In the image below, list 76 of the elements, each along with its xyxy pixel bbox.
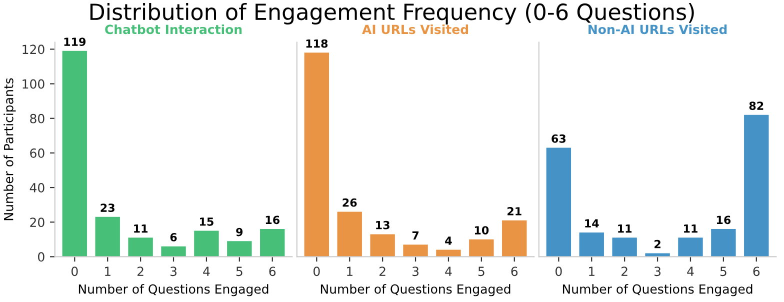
data-label: 23 (100, 204, 114, 212)
data-label: 26 (342, 198, 357, 207)
x-axis-title: Number of Questions Engaged (320, 284, 510, 296)
x-tick-label: 5 (478, 266, 484, 276)
bar (711, 229, 736, 257)
x-tick-label: 0 (314, 266, 320, 276)
chart-title: Non-AI URLs Visited (588, 24, 727, 34)
data-label: 11 (134, 224, 148, 233)
bar (612, 238, 637, 257)
y-tick-label: 20 (30, 218, 44, 228)
x-tick-label: 4 (445, 266, 452, 276)
text: Distribution of Engagement Frequency (0-6 Questions) (90, 3, 694, 25)
bar (403, 244, 428, 257)
y-tick-label: 80 (30, 114, 44, 124)
bar (95, 216, 120, 257)
data-label: 63 (552, 134, 566, 143)
x-tick-label: 3 (654, 266, 661, 276)
x-tick-label: 6 (511, 266, 518, 276)
data-label: 10 (474, 226, 489, 234)
y-tick-label: 100 (22, 79, 44, 89)
data-label: 82 (749, 102, 764, 110)
x-tick-label: 2 (138, 266, 144, 276)
x-tick-label: 4 (687, 266, 694, 276)
x-tick-label: 1 (105, 266, 110, 276)
x-tick-label: 5 (236, 266, 242, 276)
bar (469, 239, 494, 257)
bar (304, 52, 330, 257)
data-label: 4 (445, 236, 452, 245)
chart-title: Chatbot Interaction (105, 24, 242, 34)
data-label: 16 (716, 216, 731, 224)
x-tick-label: 0 (556, 266, 562, 276)
data-label: 6 (170, 233, 177, 242)
bar (227, 241, 252, 257)
x-tick-label: 4 (203, 266, 210, 276)
data-label: 7 (412, 231, 418, 240)
bar (161, 246, 186, 257)
x-axis-title: Number of Questions Engaged (78, 284, 268, 296)
data-label: 11 (618, 224, 632, 233)
data-label: 16 (266, 216, 280, 224)
bar (546, 148, 572, 257)
x-axis-title: Number of Questions Engaged (562, 284, 752, 296)
bar (744, 114, 769, 257)
data-label: 13 (376, 220, 390, 230)
bar (260, 229, 285, 257)
x-tick-label: 5 (720, 266, 726, 276)
bar (62, 50, 88, 257)
chart-title: AI URLs Visited (362, 24, 468, 34)
x-tick-label: 0 (72, 266, 78, 276)
x-tick-label: 6 (753, 266, 760, 276)
bar (579, 232, 604, 257)
data-label: 118 (306, 39, 328, 48)
x-tick-label: 2 (622, 266, 628, 276)
bar (370, 234, 395, 257)
bar (194, 230, 219, 257)
y-tick-label: 40 (30, 183, 44, 192)
x-tick-label: 3 (170, 266, 176, 276)
x-tick-label: 1 (347, 266, 352, 276)
x-tick-label: 1 (589, 266, 594, 276)
y-axis-title: Number of Participants (4, 78, 16, 220)
y-tick-label: 0 (38, 252, 44, 262)
y-tick-label: 120 (22, 44, 44, 54)
bar (502, 220, 527, 257)
data-label: 119 (64, 38, 86, 46)
bar (678, 238, 703, 257)
x-tick-label: 6 (269, 266, 276, 276)
bar (337, 212, 362, 257)
y-tick-label: 60 (30, 148, 44, 158)
data-label: 14 (585, 219, 599, 228)
data-label: 21 (508, 207, 522, 216)
data-label: 11 (684, 224, 698, 233)
data-label: 15 (200, 218, 214, 226)
data-label: 2 (654, 240, 660, 248)
x-tick-label: 2 (380, 266, 386, 276)
bar (128, 238, 153, 257)
data-label: 9 (236, 228, 243, 236)
x-tick-label: 3 (412, 266, 418, 276)
